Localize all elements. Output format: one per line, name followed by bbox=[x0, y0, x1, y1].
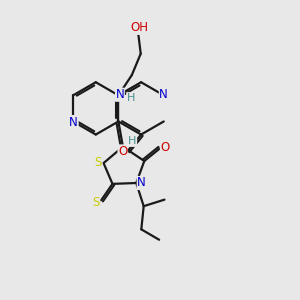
Text: S: S bbox=[94, 156, 102, 169]
Text: O: O bbox=[160, 141, 170, 154]
Text: S: S bbox=[92, 196, 100, 209]
Text: H: H bbox=[128, 136, 136, 146]
Text: N: N bbox=[116, 88, 124, 101]
Text: N: N bbox=[69, 116, 78, 129]
Text: N: N bbox=[137, 176, 146, 190]
Text: N: N bbox=[159, 88, 168, 101]
Text: H: H bbox=[127, 93, 135, 103]
Text: OH: OH bbox=[131, 21, 149, 34]
Text: O: O bbox=[118, 145, 127, 158]
